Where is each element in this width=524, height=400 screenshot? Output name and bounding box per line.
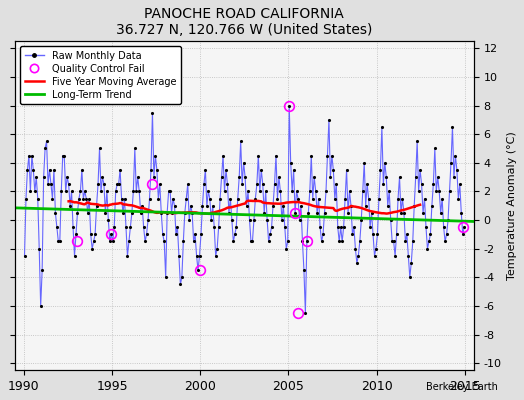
Legend: Raw Monthly Data, Quality Control Fail, Five Year Moving Average, Long-Term Tren: Raw Monthly Data, Quality Control Fail, …	[20, 46, 181, 104]
Text: Berkeley Earth: Berkeley Earth	[426, 382, 498, 392]
Y-axis label: Temperature Anomaly (°C): Temperature Anomaly (°C)	[507, 131, 517, 280]
Title: PANOCHE ROAD CALIFORNIA
36.727 N, 120.766 W (United States): PANOCHE ROAD CALIFORNIA 36.727 N, 120.76…	[116, 7, 373, 37]
